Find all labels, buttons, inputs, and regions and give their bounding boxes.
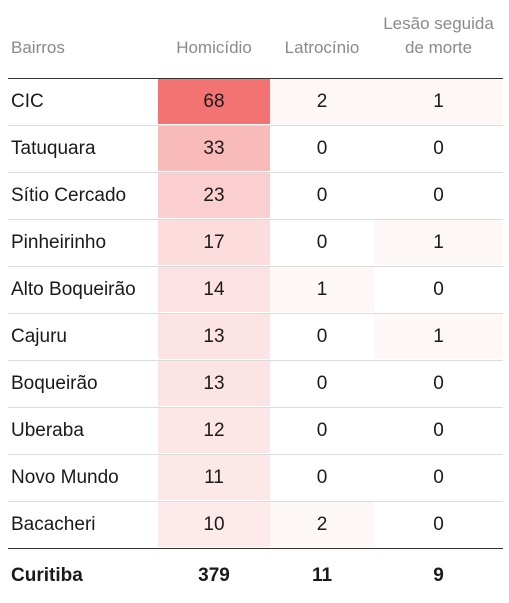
cell-homicidio: 11 — [158, 455, 270, 500]
cell-latrocinio: 0 — [316, 326, 328, 347]
cell-bairro: Boqueirão — [11, 373, 98, 394]
table-row: Bacacheri 10 2 0 — [8, 502, 503, 549]
header-lesao: Lesão seguida de morte — [374, 12, 503, 60]
table-row: Uberaba 12 0 0 — [8, 408, 503, 455]
cell-latrocinio: 2 — [270, 502, 374, 547]
header-homicidio: Homicídio — [176, 38, 252, 57]
table-row: Cajuru 13 0 1 — [8, 314, 503, 361]
header-latrocinio: Latrocínio — [284, 38, 360, 57]
cell-homicidio: 12 — [158, 408, 270, 453]
table-row: Sítio Cercado 23 0 0 — [8, 173, 503, 220]
total-lesao: 9 — [433, 565, 444, 586]
cell-latrocinio: 2 — [270, 79, 374, 124]
total-homicidio: 379 — [198, 565, 230, 586]
table-row: Tatuquara 33 0 0 — [8, 126, 503, 173]
table-row: Alto Boqueirão 14 1 0 — [8, 267, 503, 314]
cell-lesao: 0 — [433, 420, 444, 441]
cell-homicidio: 33 — [158, 126, 270, 171]
cell-lesao: 1 — [374, 79, 503, 124]
cell-latrocinio: 1 — [270, 267, 374, 312]
cell-latrocinio: 0 — [316, 467, 328, 488]
table-row: Boqueirão 13 0 0 — [8, 361, 503, 408]
header-lesao-line1: Lesão seguida — [383, 14, 494, 33]
cell-lesao: 0 — [433, 138, 444, 159]
cell-bairro: Sítio Cercado — [11, 185, 127, 206]
cell-homicidio: 14 — [158, 267, 270, 312]
cell-latrocinio: 0 — [316, 185, 328, 206]
cell-latrocinio: 0 — [316, 420, 328, 441]
cell-homicidio: 23 — [158, 173, 270, 218]
table-row: Pinheirinho 17 0 1 — [8, 220, 503, 267]
cell-lesao: 0 — [433, 467, 444, 488]
table-header: Bairros Homicídio Latrocínio Lesão segui… — [8, 0, 503, 79]
total-bairro: Curitiba — [11, 565, 83, 586]
cell-lesao: 0 — [433, 185, 444, 206]
cell-bairro: CIC — [11, 91, 44, 112]
cell-lesao: 0 — [433, 279, 444, 300]
cell-homicidio: 10 — [158, 502, 270, 547]
total-row: Curitiba 379 11 9 — [8, 549, 503, 601]
cell-latrocinio: 0 — [316, 232, 328, 253]
table-row: Novo Mundo 11 0 0 — [8, 455, 503, 502]
cell-homicidio: 68 — [158, 79, 270, 124]
cell-bairro: Cajuru — [11, 326, 67, 347]
cell-lesao: 1 — [374, 314, 503, 359]
table-body: CIC 68 2 1 Tatuquara 33 0 0 Sítio Cercado 23 0 0 Pin… — [8, 79, 503, 549]
header-lesao-line2: de morte — [404, 38, 473, 57]
cell-bairro: Alto Boqueirão — [11, 279, 136, 300]
cell-bairro: Uberaba — [11, 420, 84, 441]
cell-lesao: 0 — [433, 514, 444, 535]
cell-bairro: Bacacheri — [11, 514, 96, 535]
cell-bairro: Tatuquara — [11, 138, 96, 159]
cell-lesao: 0 — [433, 373, 444, 394]
cell-latrocinio: 0 — [316, 138, 328, 159]
header-bairros: Bairros — [11, 38, 65, 57]
cell-lesao: 1 — [374, 220, 503, 265]
cell-bairro: Novo Mundo — [11, 467, 119, 488]
cell-bairro: Pinheirinho — [11, 232, 107, 253]
total-latrocinio: 11 — [311, 565, 333, 586]
cell-homicidio: 13 — [158, 314, 270, 359]
table-row: CIC 68 2 1 — [8, 79, 503, 126]
cell-homicidio: 17 — [158, 220, 270, 265]
cell-homicidio: 13 — [158, 361, 270, 406]
crime-table: Bairros Homicídio Latrocínio Lesão segui… — [8, 0, 503, 601]
cell-latrocinio: 0 — [316, 373, 328, 394]
